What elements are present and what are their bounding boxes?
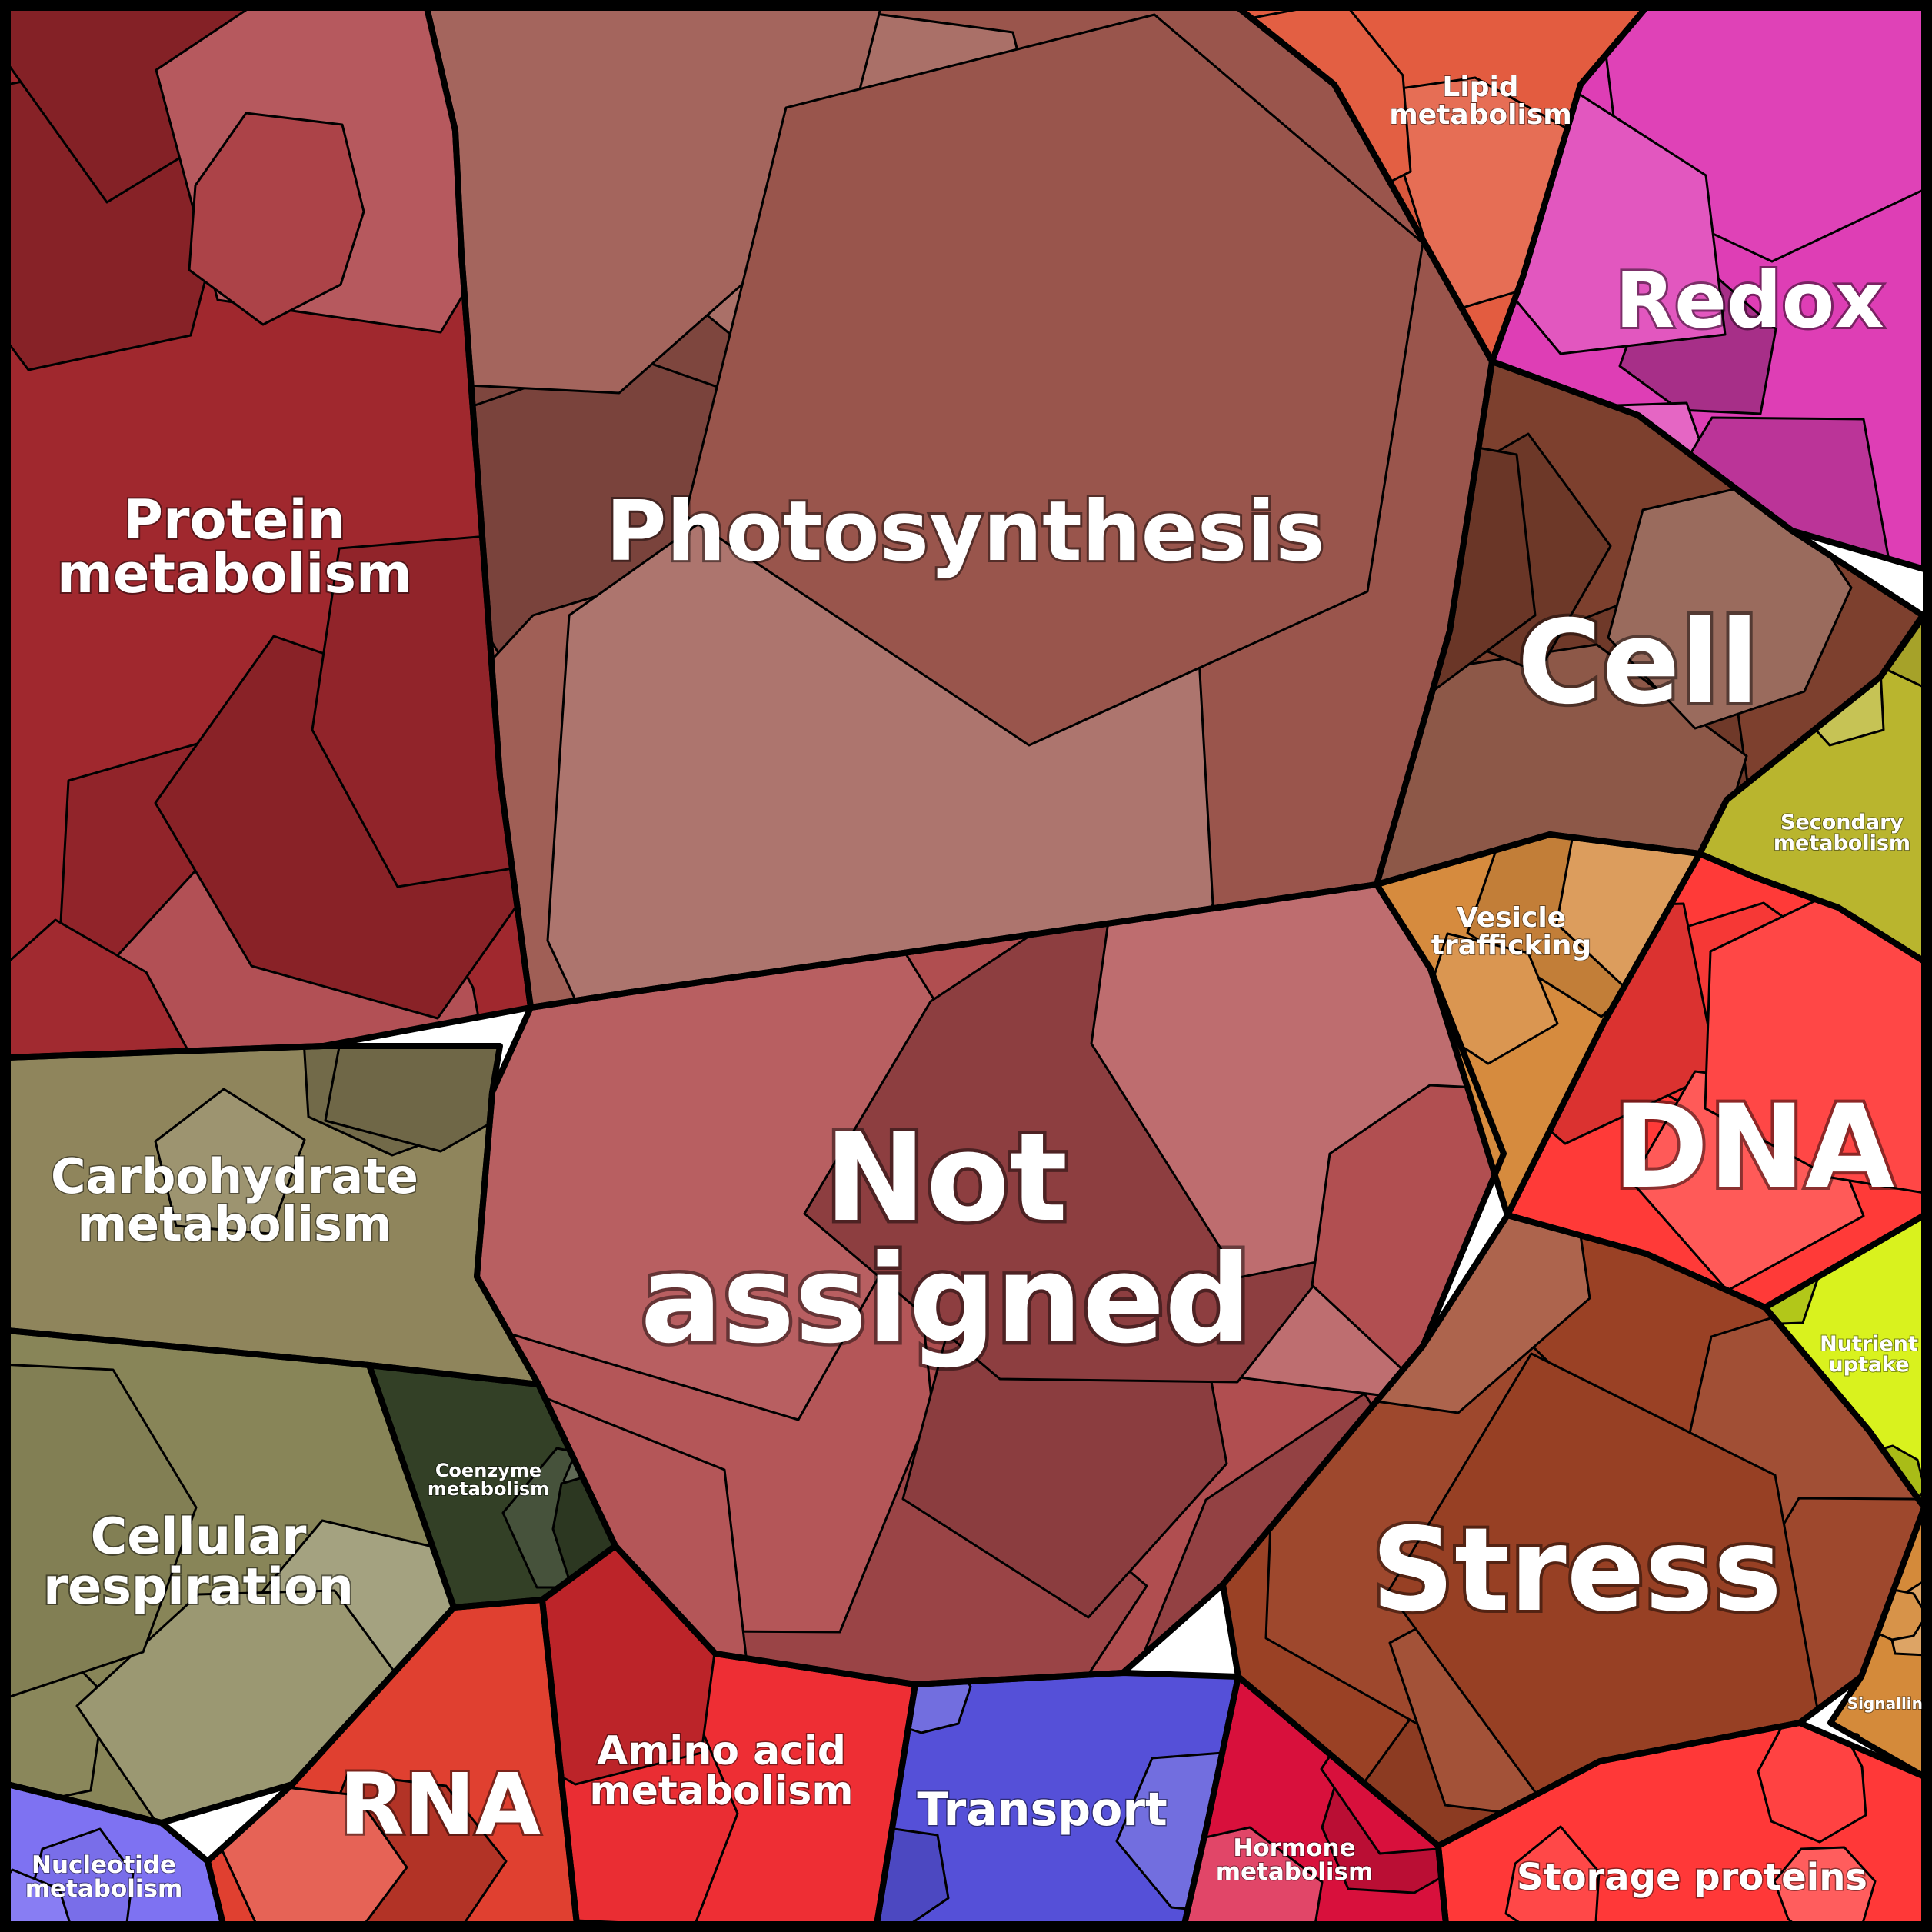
nutrient-uptake-label-line: Nutrient (1820, 1332, 1918, 1356)
protein-metabolism-subcells (8, 8, 531, 1058)
amino-acid-metabolism-label-line: Amino acid (597, 1728, 846, 1774)
cell-label-line: Cell (1517, 596, 1760, 730)
vesicle-trafficking-label-line: Vesicle (1457, 902, 1566, 934)
dna-label-line: DNA (1613, 1081, 1894, 1214)
hormone-metabolism-label: Hormone metabolism (1216, 1834, 1374, 1886)
transport-label: Transport (917, 1783, 1167, 1837)
carbohydrate-metabolism-subcell (154, 1088, 306, 1235)
redox-label: Redox (1615, 255, 1884, 345)
lipid-metabolism-label-line: Lipid (1442, 72, 1518, 103)
not-assigned-label-line: assigned (641, 1229, 1252, 1371)
vesicle-trafficking-label: Vesicle trafficking (1431, 902, 1591, 961)
signalling-label-line: Signalling (1847, 1694, 1932, 1713)
nutrient-uptake-label-line: uptake (1828, 1353, 1909, 1377)
photosynthesis-label: Photosynthesis (606, 484, 1325, 580)
carbohydrate-metabolism-subcells (154, 1046, 538, 1235)
secondary-metabolism-region-border (1697, 612, 1927, 964)
secondary-metabolism-label-line: metabolism (1774, 831, 1910, 855)
photosynthesis-subcell (427, 8, 911, 395)
dna-subcell (1704, 884, 1924, 1204)
cellular-respiration-label: Cellular respiration (43, 1508, 354, 1616)
nucleotide-metabolism-label: Nucleotide metabolism (25, 1851, 183, 1903)
vesicle-trafficking-label-line: trafficking (1431, 930, 1591, 961)
nucleotide-metabolism-label-line: Nucleotide (32, 1851, 176, 1879)
lipid-metabolism-label: Lipid metabolism (1389, 72, 1572, 131)
amino-acid-metabolism-label: Amino acid metabolism (589, 1728, 853, 1814)
cellular-respiration-subcell (8, 1361, 198, 1700)
cellular-respiration-label-line: respiration (43, 1558, 354, 1616)
carbohydrate-metabolism-subcell (324, 1046, 538, 1153)
coenzyme-metabolism-label-line: Coenzyme (435, 1460, 541, 1481)
transport-subcell (877, 1825, 950, 1924)
protein-metabolism-subcell (188, 112, 365, 326)
redox-label-line: Redox (1615, 255, 1884, 345)
amino-acid-metabolism-label-line: metabolism (589, 1768, 853, 1814)
storage-proteins-subcell (1504, 1825, 1601, 1924)
signalling-label: Signalling (1847, 1694, 1932, 1713)
cell-label: Cell (1517, 596, 1760, 730)
hormone-metabolism-label-line: metabolism (1216, 1858, 1374, 1886)
carbohydrate-metabolism-label-line: Carbohydrate (51, 1148, 418, 1204)
protein-metabolism-subcell (8, 918, 190, 1058)
dna-label: DNA (1613, 1081, 1894, 1214)
rna-label: RNA (339, 1755, 541, 1854)
not-assigned-subcell (1311, 1084, 1504, 1385)
rna-label-line: RNA (339, 1755, 541, 1854)
vesicle-trafficking-region-border (1374, 831, 1703, 1218)
stress-label-line: Stress (1371, 1504, 1782, 1637)
secondary-metabolism-label: Secondary metabolism (1774, 811, 1910, 855)
photosynthesis-label-line: Photosynthesis (606, 484, 1325, 580)
storage-proteins-label-line: Storage proteins (1517, 1856, 1867, 1899)
secondary-metabolism-label-line: Secondary (1780, 811, 1904, 834)
protein-metabolism-subcell (311, 531, 531, 888)
cell-subcell (1607, 478, 1853, 730)
carbohydrate-metabolism-label-line: metabolism (77, 1196, 391, 1252)
protein-metabolism-label: Protein metabolism (57, 488, 412, 605)
not-assigned-label: Not assigned (641, 1108, 1252, 1371)
photosynthesis-subcells (427, 8, 1424, 1008)
transport-label-line: Transport (917, 1783, 1167, 1837)
not-assigned-label-line: Not (824, 1108, 1068, 1249)
nucleotide-metabolism-label-line: metabolism (25, 1875, 183, 1903)
coenzyme-metabolism-label-line: metabolism (428, 1478, 549, 1500)
protein-metabolism-label-line: Protein (124, 488, 346, 551)
nutrient-uptake-label: Nutrient uptake (1820, 1332, 1918, 1377)
storage-proteins-label: Storage proteins (1517, 1856, 1867, 1899)
coenzyme-metabolism-label: Coenzyme metabolism (428, 1460, 549, 1500)
not-assigned-subcell (1090, 884, 1504, 1279)
protein-metabolism-label-line: metabolism (57, 542, 412, 605)
hormone-metabolism-label-line: Hormone (1233, 1834, 1355, 1862)
carbohydrate-metabolism-label: Carbohydrate metabolism (51, 1148, 418, 1252)
stress-label: Stress (1371, 1504, 1782, 1637)
cellular-respiration-label-line: Cellular (91, 1508, 307, 1566)
lipid-metabolism-label-line: metabolism (1389, 99, 1572, 131)
